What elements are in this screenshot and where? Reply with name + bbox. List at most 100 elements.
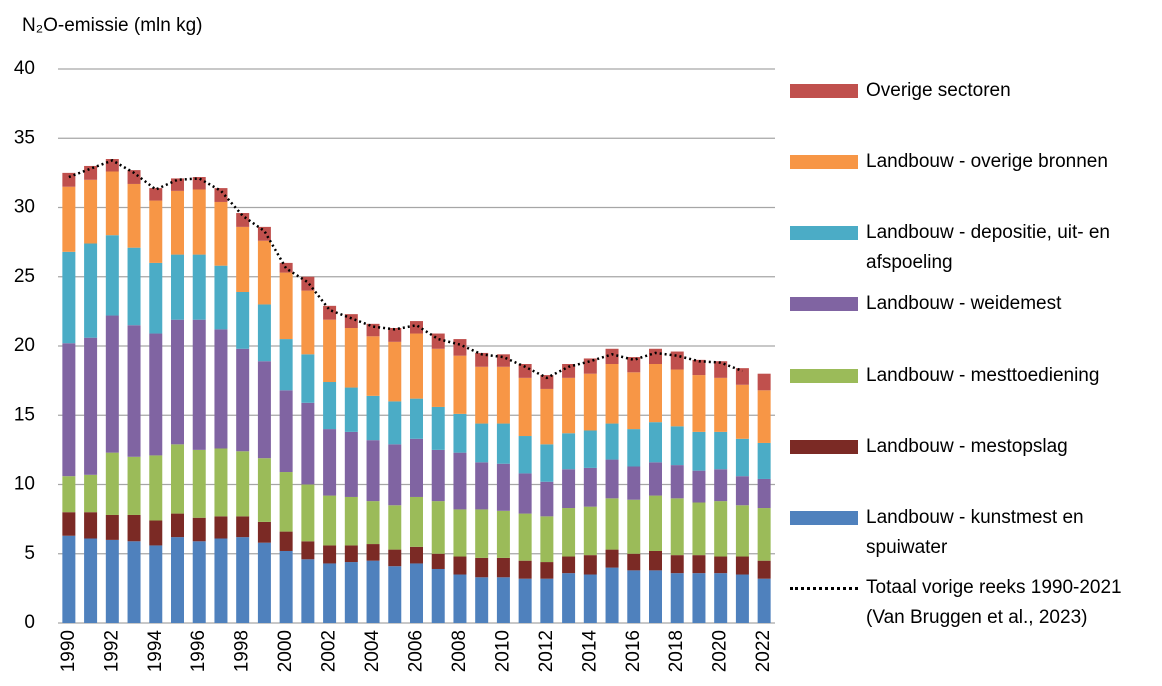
bar-segment [323,429,337,496]
bar-segment [257,521,271,543]
bar-segment [757,442,771,479]
bar-segment [410,563,423,623]
bar-segment [192,319,206,450]
x-tick-label: 1990 [58,630,79,672]
bar-segment [670,465,684,499]
x-tick-label: 2022 [753,630,774,672]
bar-segment [301,484,315,542]
bar-segment [518,364,532,378]
bar-segment [583,430,597,468]
bar-segment [84,538,98,623]
bar-segment [453,413,467,453]
bar-segment [714,501,728,557]
bar-segment [62,476,76,513]
bar-segment [431,348,445,407]
bar-segment [344,562,358,623]
bar-segment [757,478,771,509]
bar-segment [388,505,402,550]
bar-segment [540,481,554,517]
bar-segment [649,348,662,365]
bar-segment [236,451,250,517]
bar-segment [279,339,293,391]
x-tick-label: 2002 [319,630,340,672]
bar-segment [735,505,749,557]
bar-segment [301,402,315,485]
bar-segment [214,329,228,449]
bar-segment [540,516,554,563]
bar-segment [475,352,489,367]
legend-entry: Landbouw - mestopslag [790,432,1156,462]
bar-segment [84,512,98,539]
bar-segment [410,321,423,334]
bar-segment [149,455,163,521]
y-tick-label: 20 [14,335,35,356]
bar-segment [84,337,98,475]
bar-segment [757,560,771,579]
bar-segment [236,213,250,227]
bar-segment [583,555,597,575]
bar-segment [453,452,467,510]
legend-swatch [790,440,858,454]
bar-segment [257,240,271,305]
bar-segment [344,314,358,328]
bar-segment [714,573,728,623]
bar-segment [670,498,684,556]
legend-entry: Landbouw - weidemest [790,289,1156,319]
bar-segment [279,272,293,340]
bar-segment [192,177,206,190]
bar-segment [431,501,445,554]
bar-segment [236,348,250,452]
bar-segment [627,357,641,373]
bar-segment [627,429,641,467]
y-tick-label: 35 [14,127,35,148]
bar-segment [583,373,597,431]
y-tick-label: 30 [14,197,35,218]
bar-segment [605,364,619,424]
bar-segment [149,200,163,263]
bar-segment [127,325,141,457]
bar-segment [323,495,337,546]
legend-entry: Totaal vorige reeks 1990-2021 (Van Brugg… [790,573,1156,633]
bar-segment [192,541,206,623]
bar-segment [410,546,423,564]
bar-segment [410,333,423,399]
bar-segment [540,444,554,482]
bar-segment [475,462,489,510]
bar-segment [344,431,358,497]
legend-entry: Landbouw - mesttoediening [790,361,1156,391]
bar-segment [388,341,402,402]
legend-label: Landbouw - weidemest [866,293,1062,314]
bar-segment [518,578,532,623]
bar-segment [431,568,445,623]
legend-swatch [790,369,858,383]
legend-entry: Overige sectoren [790,76,1156,106]
legend-entry: Landbouw - depositie, uit- en afspoeling [790,218,1156,278]
bar-segment [475,509,489,558]
bar-segment [496,463,510,511]
bar-segment [605,423,619,460]
total-line [68,159,743,380]
bar-segment [649,570,662,623]
bar-segment [366,501,380,545]
bar-segment [605,459,619,499]
legend-swatch [790,155,858,169]
bar-segment [583,506,597,556]
legend-entry: Landbouw - overige bronnen [790,147,1156,177]
chart: N₂O-emissie (mln kg) 0 5 10 15 20 25 30 35 40 199… [14,15,775,673]
bar-segment [583,467,597,507]
bar-segment [518,513,532,561]
bar-segment [540,375,554,389]
bar-segment [127,247,141,326]
legend-label: Totaal vorige reeks 1990-2021 (Van Brugg… [866,577,1122,628]
legend-label: Landbouw - kunstmest en spuiwater [866,507,1084,558]
bar-segment [279,550,293,623]
legend-label: Landbouw - mestopslag [866,436,1068,457]
x-tick-label: 2004 [362,630,383,673]
bar-segment [649,550,662,571]
x-tick-label: 2006 [406,630,427,672]
bar-segment [670,573,684,623]
bar-segment [171,254,184,320]
bar-segment [670,369,684,427]
bar-segment [670,555,684,574]
bar-segment [366,544,380,561]
